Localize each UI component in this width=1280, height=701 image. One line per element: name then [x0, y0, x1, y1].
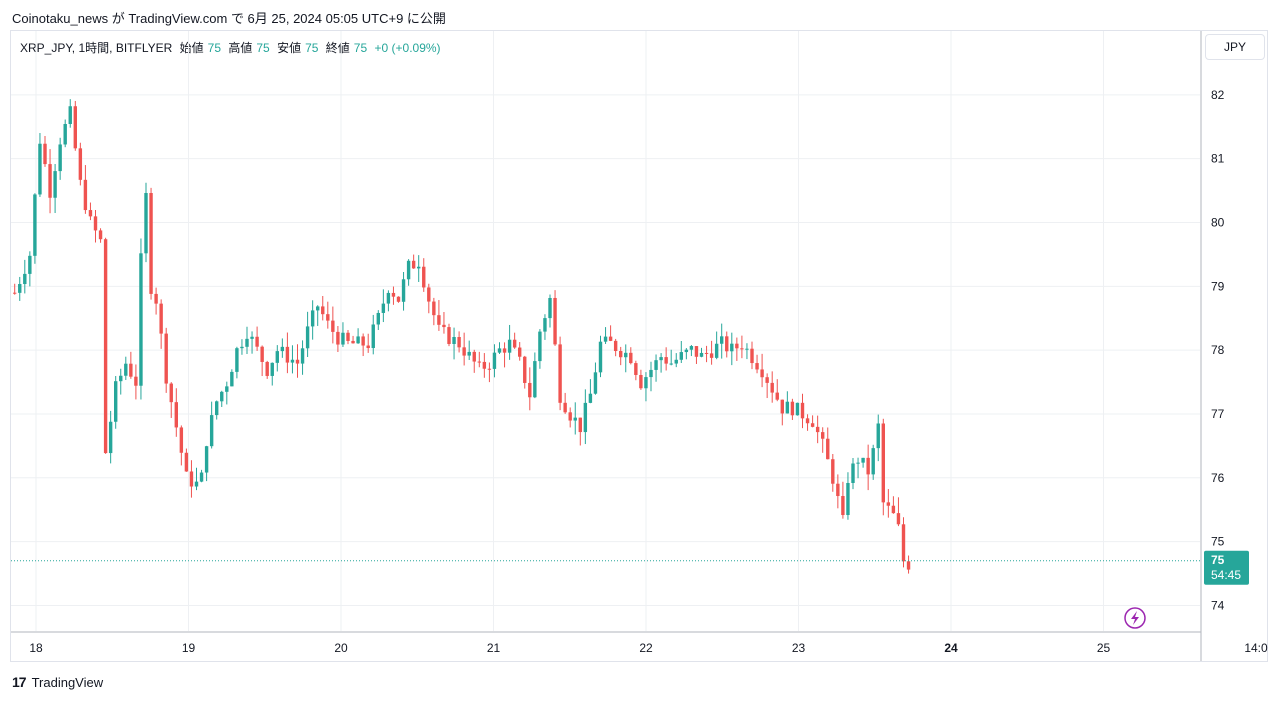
- high-label: 高値: [228, 41, 253, 55]
- low-value: 75: [305, 41, 319, 55]
- change-value: +0 (+0.09%): [374, 41, 441, 55]
- ohlc-legend: XRP_JPY, 1時間, BITFLYER 始値 75 高値 75 安値 75 終値…: [20, 39, 445, 56]
- chart-frame: [10, 30, 1268, 662]
- open-value: 75: [207, 41, 221, 55]
- footer: 17 TradingView: [12, 674, 103, 690]
- open-label: 始値: [179, 41, 204, 55]
- brand-label[interactable]: TradingView: [31, 674, 104, 690]
- currency-selector[interactable]: JPY: [1205, 34, 1265, 60]
- close-value: 75: [353, 41, 368, 55]
- high-value: 75: [256, 41, 270, 55]
- low-label: 安値: [277, 41, 302, 55]
- symbol-label[interactable]: XRP_JPY, 1時間, BITFLYER: [20, 41, 173, 55]
- close-label: 終値: [325, 41, 350, 55]
- tradingview-logo-icon: 17: [12, 674, 27, 690]
- publish-line: Coinotaku_news が TradingView.com で 6月 25…: [12, 11, 446, 26]
